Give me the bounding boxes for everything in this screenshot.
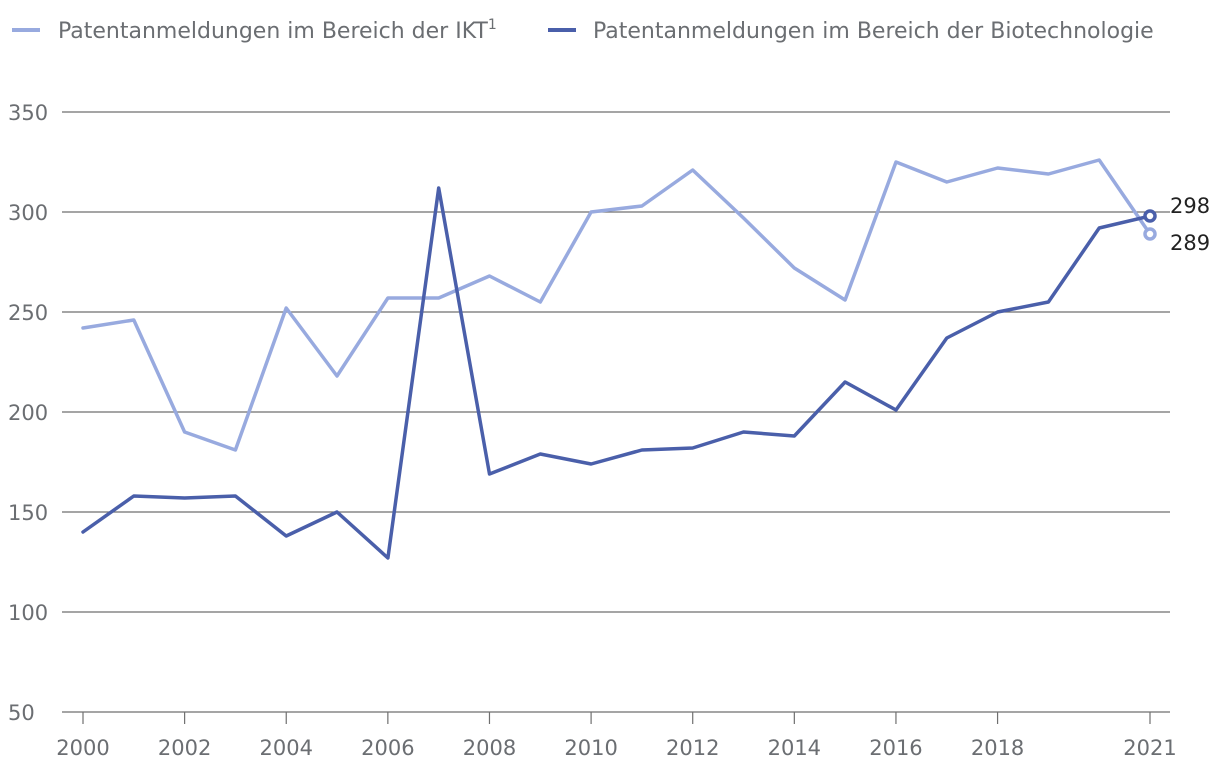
y-tick-label-150: 150 [8,501,48,525]
legend-label-biotech: Patentanmeldungen im Bereich der Biotech… [593,19,1154,44]
series-line-ikt [81,158,1152,452]
end-marker-biotech [1143,209,1157,223]
x-tick-label-2008: 2008 [463,736,516,760]
x-axis: 2000 2002 2004 2006 2008 2010 2012 2014 2016 2018… [56,712,1177,760]
x-tick-label-2002: 2002 [158,736,211,760]
x-tick-label-2021: 2021 [1123,736,1176,760]
x-tick-label-2010: 2010 [564,736,617,760]
end-label-ikt: 289 [1170,231,1210,255]
y-tick-label-350: 350 [8,101,48,125]
x-tick-label-2012: 2012 [666,736,719,760]
legend: Patentanmeldungen im Bereich der IKT1 Pa… [12,17,1154,44]
gridlines [62,111,1170,713]
series-line-biotech [81,186,1152,560]
x-tick-label-2014: 2014 [768,736,821,760]
y-tick-label-250: 250 [8,301,48,325]
end-label-biotech: 298 [1170,194,1210,218]
y-tick-label-200: 200 [8,401,48,425]
x-tick-label-2004: 2004 [260,736,313,760]
y-tick-label-300: 300 [8,201,48,225]
x-tick-label-2018: 2018 [971,736,1024,760]
legend-label-ikt: Patentanmeldungen im Bereich der IKT1 [58,17,497,44]
y-axis: 350 300 250 200 150 100 50 [8,101,48,725]
x-tick-label-2006: 2006 [361,736,414,760]
y-tick-label-50: 50 [8,701,35,725]
end-marker-ikt [1143,227,1157,241]
x-tick-label-2000: 2000 [56,736,109,760]
legend-footnote-ikt: 1 [488,17,497,33]
series-lines: 289 298 [81,158,1210,560]
x-tick-label-2016: 2016 [869,736,922,760]
y-tick-label-100: 100 [8,601,48,625]
